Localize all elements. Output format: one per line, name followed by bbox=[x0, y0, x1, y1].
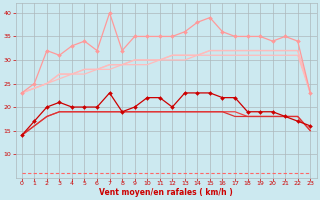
X-axis label: Vent moyen/en rafales ( km/h ): Vent moyen/en rafales ( km/h ) bbox=[99, 188, 233, 197]
